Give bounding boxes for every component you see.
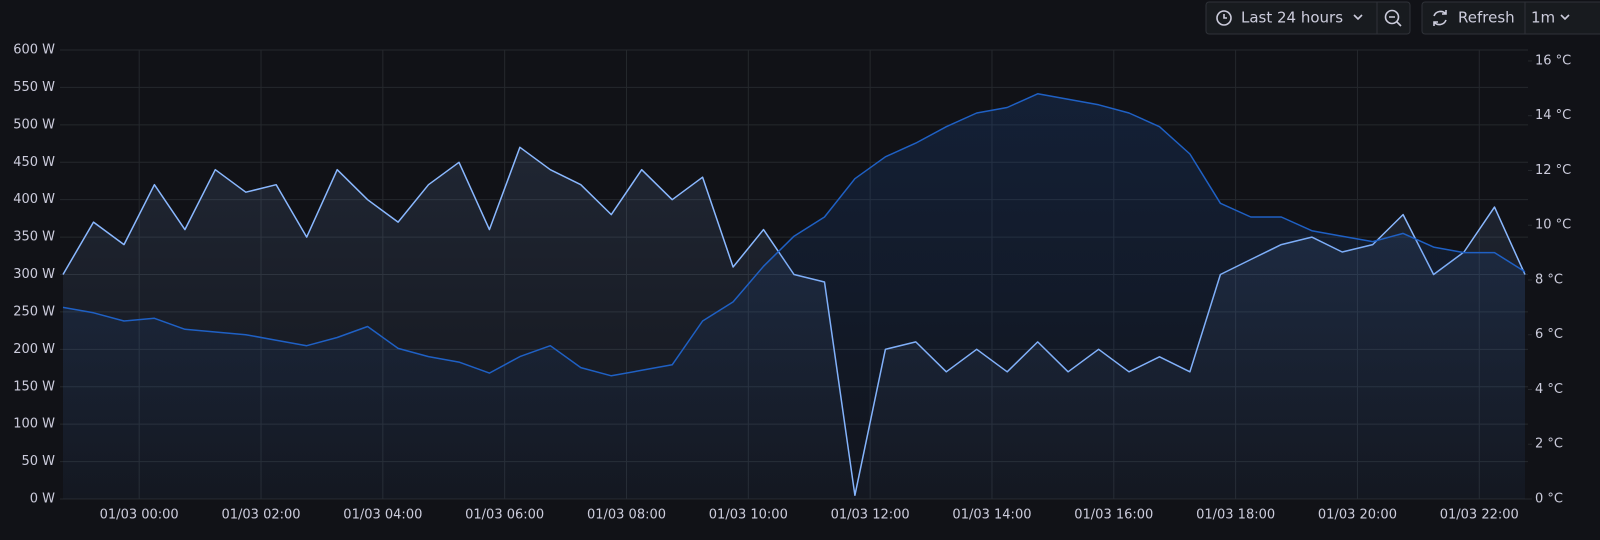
y2-tick-label: 0 °C [1535, 492, 1563, 507]
x-tick-label: 01/03 00:00 [100, 508, 179, 523]
x-tick-label: 01/03 18:00 [1196, 508, 1275, 523]
chevron [1560, 14, 1570, 21]
clock-icon [1216, 10, 1232, 26]
x-tick-label: 01/03 14:00 [952, 508, 1031, 523]
x-tick-label: 01/03 02:00 [221, 508, 300, 523]
x-tick-label: 01/03 20:00 [1318, 508, 1397, 523]
refresh-interval[interactable]: 1m [1531, 9, 1555, 27]
y-tick-label: 400 W [13, 192, 55, 207]
y-tick-label: 300 W [13, 267, 55, 282]
x-tick-label: 01/03 10:00 [709, 508, 788, 523]
y-tick-label: 500 W [13, 117, 55, 132]
time-range[interactable]: Last 24 hours [1241, 9, 1343, 27]
y-tick-label: 450 W [13, 155, 55, 170]
y-tick-label: 550 W [13, 80, 55, 95]
y2-tick-label: 16 °C [1535, 53, 1571, 68]
x-tick-label: 01/03 08:00 [587, 508, 666, 523]
zoom-out-icon[interactable] [1384, 9, 1400, 25]
y-tick-label: 600 W [13, 43, 55, 58]
refresh-button[interactable]: Refresh [1458, 9, 1515, 27]
x-tick-label: 01/03 04:00 [343, 508, 422, 523]
refresh-icon [1433, 10, 1447, 26]
clock-hands [1223, 14, 1227, 19]
y2-tick-label: 10 °C [1535, 218, 1571, 233]
y-tick-label: 250 W [13, 304, 55, 319]
x-tick-label: 01/03 16:00 [1074, 508, 1153, 523]
refresh-picker[interactable] [1421, 1, 1600, 35]
y2-tick-label: 12 °C [1535, 163, 1571, 178]
y2-tick-label: 8 °C [1535, 272, 1563, 287]
series-line [62, 93, 1526, 377]
chevron [1353, 14, 1363, 21]
area-fill [63, 93, 1525, 500]
y-tick-label: 100 W [13, 417, 55, 432]
y2-tick-label: 6 °C [1535, 327, 1563, 342]
y-tick-label: 50 W [21, 454, 55, 469]
x-tick-label: 01/03 12:00 [831, 508, 910, 523]
y-tick-label: 350 W [13, 230, 55, 245]
y-tick-label: 0 W [30, 492, 55, 507]
y-tick-label: 150 W [13, 379, 55, 394]
x-tick-label: 01/03 22:00 [1440, 508, 1519, 523]
y2-tick-label: 4 °C [1535, 382, 1563, 397]
x-tick-label: 01/03 06:00 [465, 508, 544, 523]
y-tick-label: 200 W [13, 342, 55, 357]
time-picker[interactable] [1205, 1, 1411, 35]
toolbar: Last 24 hours Refresh 1m [1205, 1, 1600, 35]
zoom-out-glyph [1389, 16, 1402, 27]
y2-tick-label: 14 °C [1535, 108, 1571, 123]
y2-tick-label: 2 °C [1535, 437, 1563, 452]
